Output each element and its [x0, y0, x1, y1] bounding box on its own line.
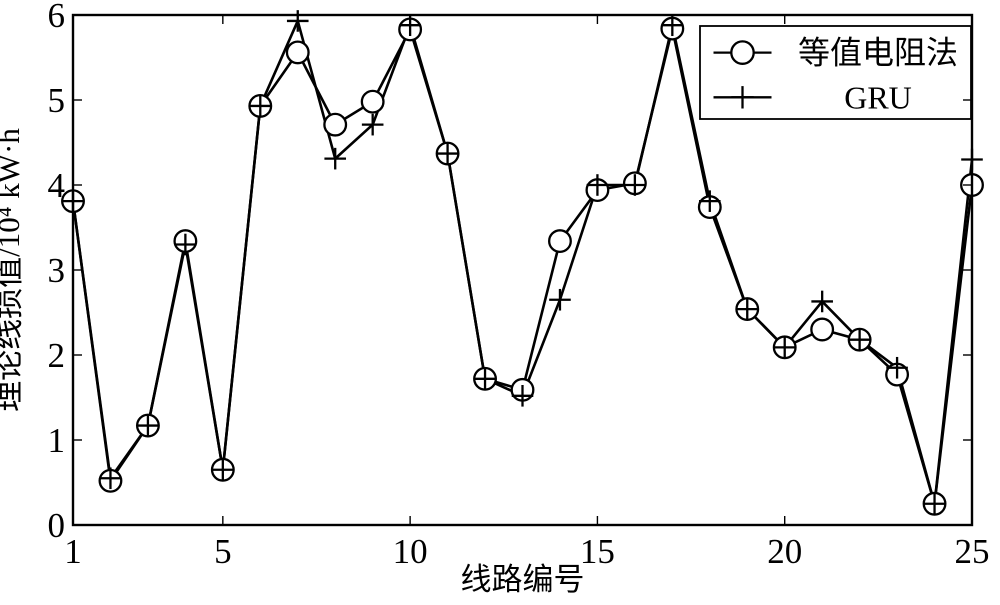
svg-text:20: 20	[767, 532, 802, 571]
svg-text:4: 4	[48, 166, 66, 205]
svg-text:等值电阻法: 等值电阻法	[798, 35, 958, 71]
svg-text:GRU: GRU	[844, 79, 912, 115]
svg-text:2: 2	[48, 336, 66, 375]
svg-text:3: 3	[48, 251, 66, 290]
svg-text:理论线损值/10⁴ kW·h: 理论线损值/10⁴ kW·h	[0, 128, 26, 412]
svg-text:线路编号: 线路编号	[461, 562, 585, 597]
svg-text:5: 5	[214, 532, 232, 571]
svg-text:15: 15	[580, 532, 615, 571]
svg-text:1: 1	[48, 421, 66, 460]
svg-text:1: 1	[64, 532, 82, 571]
svg-text:0: 0	[48, 506, 66, 545]
svg-text:25: 25	[955, 532, 990, 571]
svg-text:10: 10	[393, 532, 428, 571]
svg-text:5: 5	[48, 81, 66, 120]
svg-text:6: 6	[48, 0, 66, 35]
